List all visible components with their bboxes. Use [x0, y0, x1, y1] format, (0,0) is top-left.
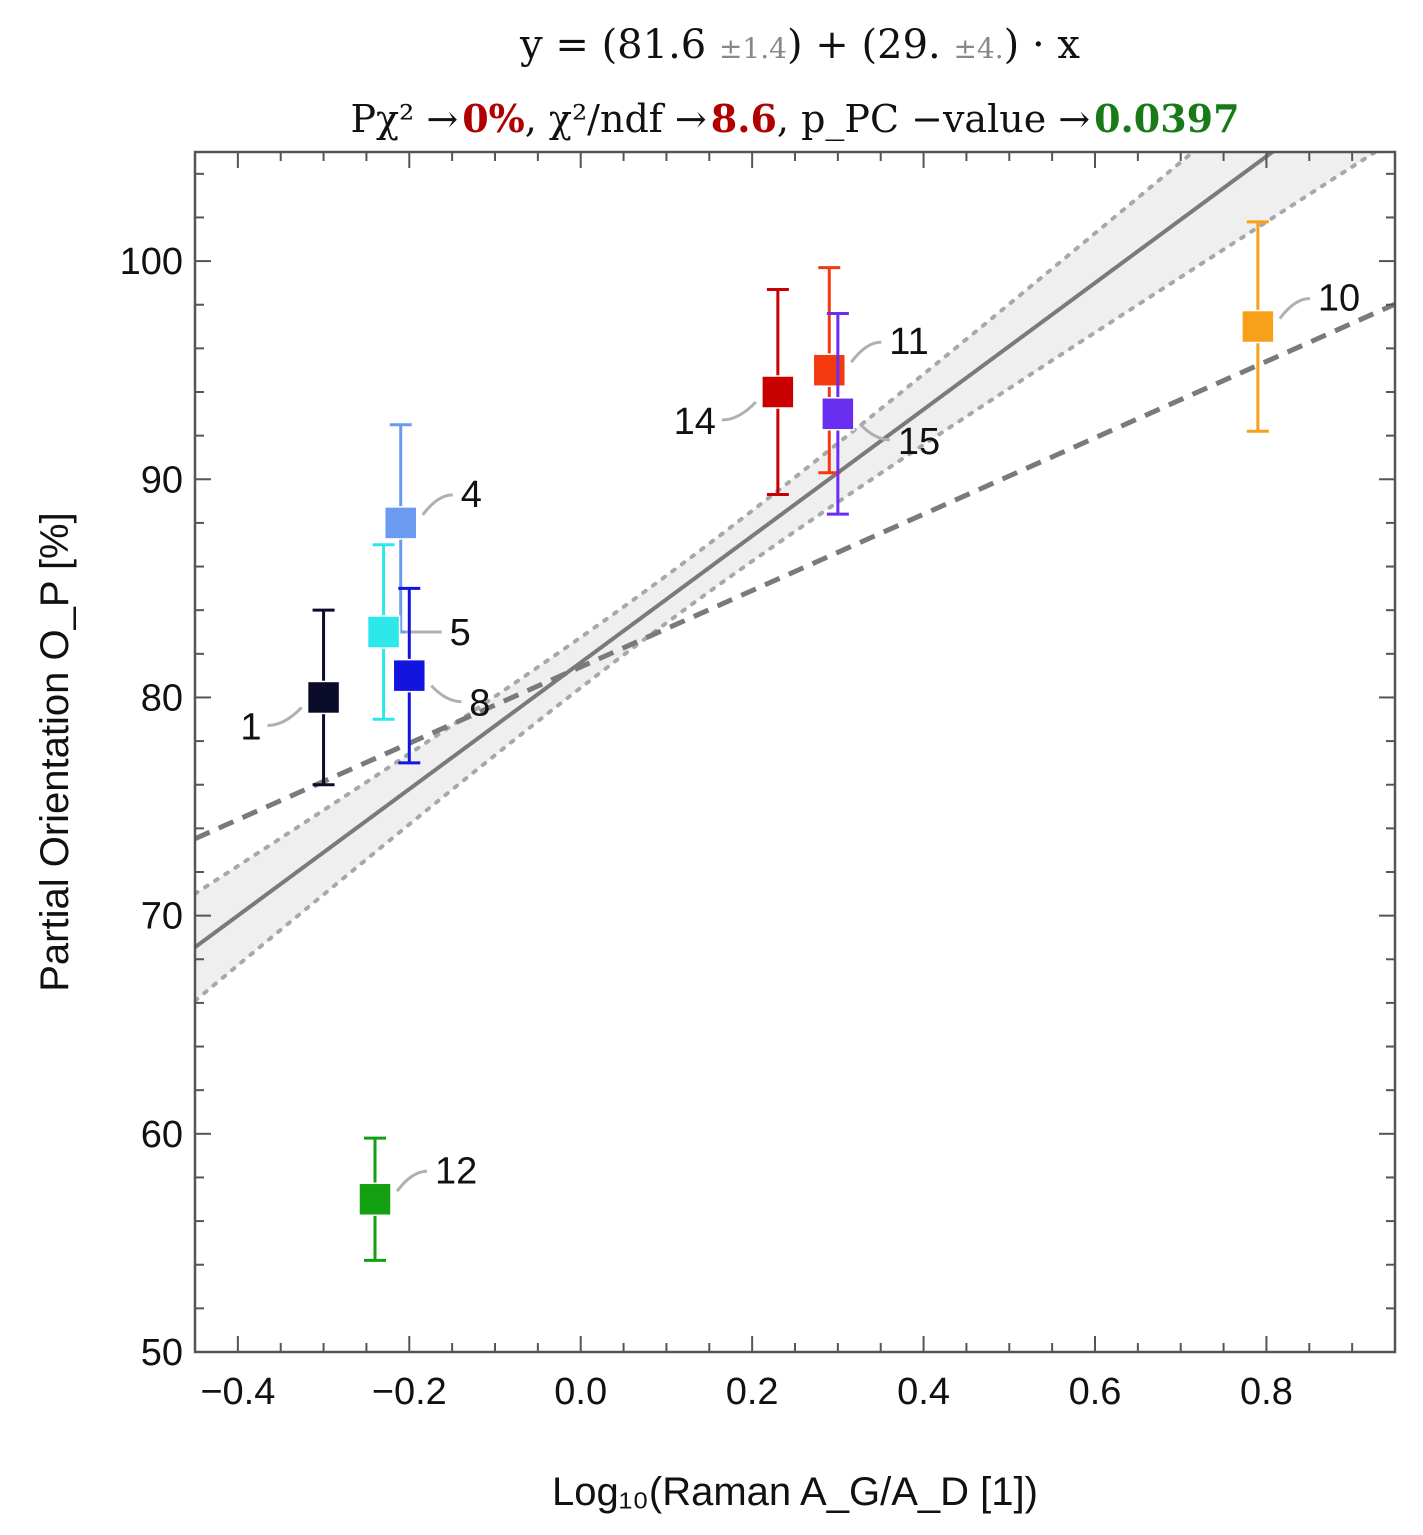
point-label: 10	[1318, 278, 1360, 320]
title-slope-err: ±4.	[953, 32, 1003, 65]
leader-line	[267, 706, 303, 727]
point-label: 1	[240, 706, 261, 748]
leader-line	[1278, 297, 1310, 320]
point-label: 11	[889, 321, 928, 363]
x-tick-label: 0.0	[554, 1371, 607, 1413]
data-point-11: 11	[812, 266, 929, 475]
fit-line-dashed	[195, 301, 1395, 842]
subtitle-chi-ndf-value: 8.6	[711, 96, 777, 141]
axes: −0.4 −0.2 0.0 0.2 0.4 0.6 0.8 50 60 70 80 90 100	[120, 150, 1397, 1413]
point-label: 12	[435, 1150, 477, 1192]
leader-line	[430, 684, 462, 704]
data-point-10: 10	[1241, 220, 1360, 433]
data-point-4: 4	[383, 423, 482, 634]
data-point-12: 12	[358, 1136, 477, 1262]
point-label: 14	[674, 401, 716, 443]
data-point-1: 1	[240, 608, 341, 787]
title-equation-prefix: y = (81.6	[519, 22, 719, 68]
title-intercept-err: ±1.4	[719, 32, 787, 65]
marker	[306, 680, 341, 715]
leader-line	[421, 493, 453, 516]
fit-confidence-band	[195, 152, 1376, 1001]
marker	[358, 1182, 392, 1217]
point-label: 8	[469, 683, 490, 725]
subtitle-pchi-label: Pχ² →	[350, 97, 458, 141]
chart-subtitle: Pχ² → 0%, χ²/ndf → 8.6, p_PC −value → 0.…	[350, 96, 1239, 142]
marker	[812, 353, 847, 387]
data-point-8: 8	[392, 586, 490, 765]
fit-band-upper	[195, 152, 1197, 896]
marker	[366, 615, 401, 649]
marker	[761, 375, 795, 409]
data-point-5: 5	[366, 543, 471, 721]
x-tick-label: −0.2	[372, 1371, 447, 1413]
data-point-15: 15	[821, 311, 940, 516]
y-tick-label: 100	[120, 241, 183, 283]
data-point-14: 14	[674, 287, 795, 497]
x-tick-label: 0.2	[726, 1371, 779, 1413]
marker	[1241, 309, 1275, 344]
chart-title: y = (81.6 ±1.4) + (29. ±4.) · x	[519, 22, 1080, 68]
subtitle-chi-ndf-label: , χ²/ndf →	[525, 97, 707, 141]
y-tick-label: 50	[141, 1332, 183, 1374]
y-axis-label: Partial Orientation O_P [%]	[33, 512, 77, 992]
point-label: 4	[461, 474, 482, 516]
plot-area	[195, 152, 1395, 1003]
x-tick-label: 0.6	[1069, 1371, 1122, 1413]
x-tick-label: 0.4	[897, 1371, 950, 1413]
x-axis-label: Log₁₀(Raman A_G/A_D [1])	[552, 1470, 1038, 1514]
marker	[392, 658, 427, 693]
leader-line	[850, 340, 882, 364]
marker	[383, 506, 418, 540]
point-label: 5	[450, 612, 471, 654]
title-equation-suffix: ) · x	[1004, 22, 1081, 68]
y-tick-label: 70	[141, 896, 183, 938]
title-equation-mid: ) + (29.	[787, 22, 953, 68]
leader-line	[721, 400, 757, 422]
leader-line	[858, 422, 890, 442]
subtitle-pchi-value: 0%	[462, 96, 525, 141]
y-tick-label: 80	[141, 677, 183, 719]
y-tick-label: 60	[141, 1114, 183, 1156]
y-tick-label: 90	[141, 459, 183, 501]
subtitle-pvalue-label: , p_PC −value →	[777, 97, 1090, 142]
fit-line	[195, 152, 1276, 949]
marker	[821, 397, 855, 431]
leader-line	[395, 1169, 428, 1193]
x-tick-label: −0.4	[200, 1371, 275, 1413]
subtitle-pvalue-value: 0.0397	[1094, 96, 1239, 141]
x-tick-label: 0.8	[1240, 1371, 1293, 1413]
point-label: 15	[898, 421, 940, 463]
